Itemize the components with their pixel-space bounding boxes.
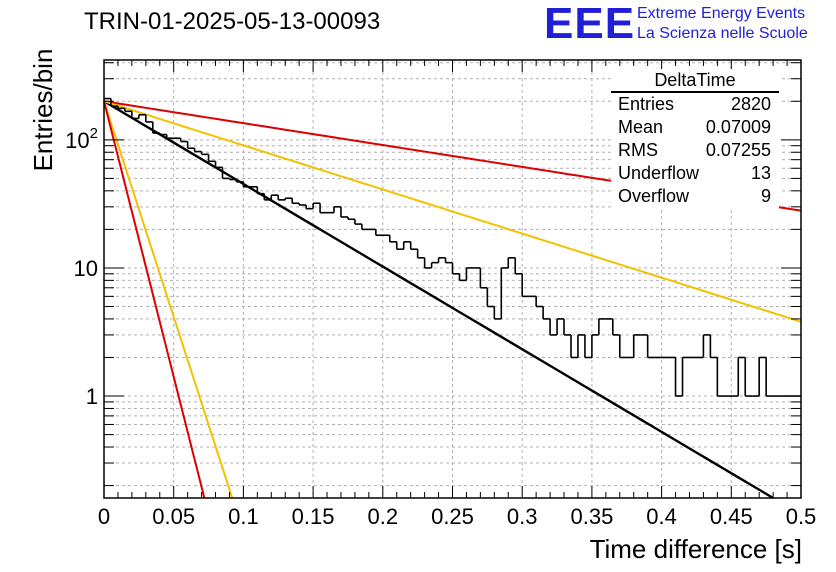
stats-label: RMS — [618, 140, 658, 160]
histogram-layer — [104, 97, 801, 397]
stats-value: 0.07255 — [705, 140, 771, 160]
stats-title: DeltaTime — [611, 69, 779, 93]
tick-label-layer: 0 0.05 0.1 0.15 0.2 0.25 0.3 0.35 0.4 0.45 0.5 1 10 1… — [65, 125, 816, 529]
x-tick-label: 0.45 — [710, 504, 753, 529]
axis-layer — [103, 59, 802, 499]
x-tick-label: 0.05 — [152, 504, 195, 529]
curve-yellow-2 — [103, 100, 802, 323]
stats-label: Overflow — [618, 186, 690, 206]
stats-row-underflow: Underflow 13 — [611, 162, 779, 185]
stats-label: Entries — [618, 94, 675, 114]
stats-row-mean: Mean 0.07009 — [611, 116, 779, 139]
x-tick-label: 0 — [98, 504, 110, 529]
stats-label: Underflow — [618, 163, 700, 183]
logo-caption: Extreme Energy Events La Scienza nelle S… — [637, 4, 808, 44]
stats-value: 9 — [760, 186, 771, 206]
x-tick-label: 0.25 — [431, 504, 474, 529]
stats-row-entries: Entries 2820 — [611, 93, 779, 116]
x-tick-label: 0.15 — [292, 504, 335, 529]
stats-value: 0.07009 — [705, 117, 771, 137]
x-tick-label: 0.5 — [786, 504, 817, 529]
y-tick-label: 102 — [65, 125, 98, 153]
x-axis-label: Time difference [s] — [589, 534, 802, 564]
logo-caption-line2: La Scienza nelle Scuole — [637, 25, 808, 42]
stats-row-overflow: Overflow 9 — [611, 185, 779, 208]
stats-value: 13 — [750, 163, 771, 183]
curve-yellow-3 — [103, 100, 234, 499]
stats-row-rms: RMS 0.07255 — [611, 139, 779, 162]
y-axis-label: Entries/bin — [28, 48, 58, 172]
run-title: TRIN-01-2025-05-13-00093 — [84, 8, 381, 35]
x-tick-label: 0.3 — [507, 504, 538, 529]
curve-red-4 — [103, 101, 206, 499]
stats-value: 2820 — [730, 94, 771, 114]
y-tick-label: 1 — [86, 384, 98, 409]
y-tick-label: 10 — [74, 256, 98, 281]
stats-box: DeltaTime Entries 2820 Mean 0.07009 RMS 0.0… — [611, 69, 779, 208]
x-tick-label: 0.35 — [570, 504, 613, 529]
stats-label: Mean — [618, 117, 664, 137]
grid-layer — [104, 60, 801, 498]
x-tick-label: 0.1 — [228, 504, 259, 529]
x-tick-label: 0.4 — [646, 504, 677, 529]
logo-caption-line1: Extreme Energy Events — [637, 5, 806, 22]
eee-logo: EEE — [544, 0, 636, 48]
x-tick-label: 0.2 — [368, 504, 399, 529]
